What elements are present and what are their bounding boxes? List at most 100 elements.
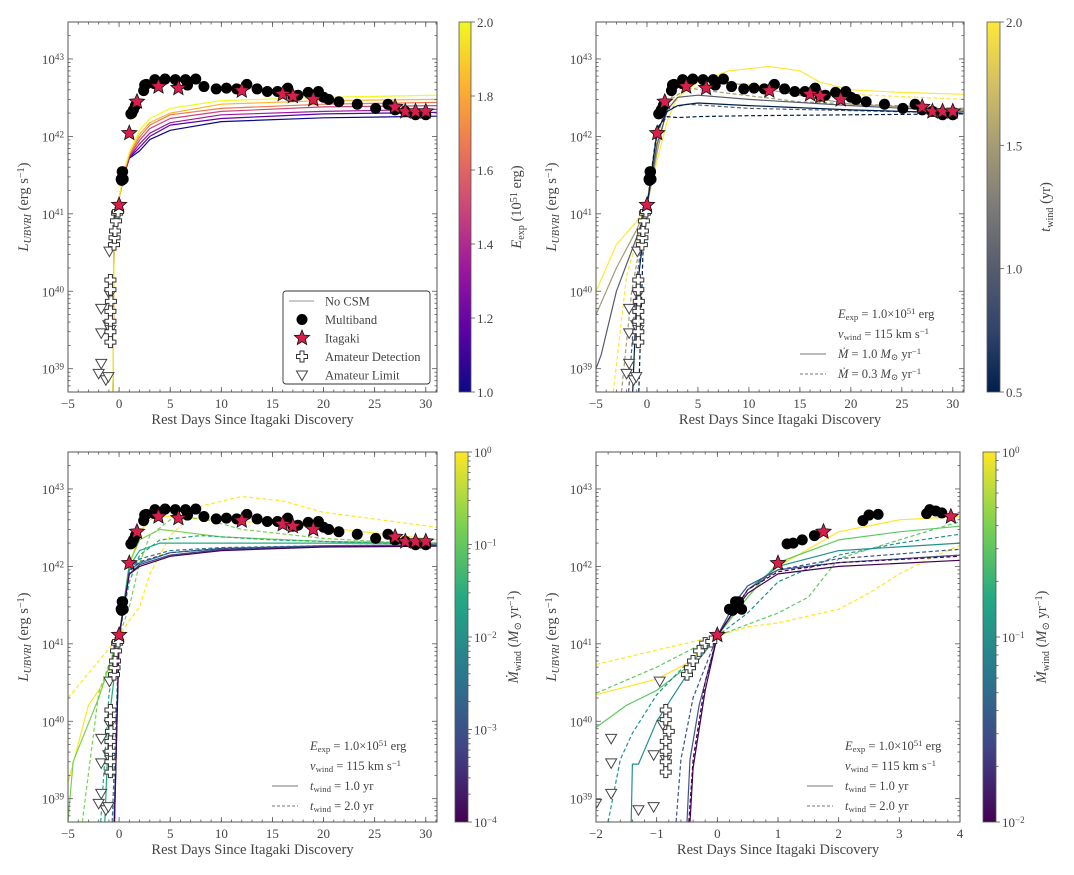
multiband-point (241, 78, 253, 90)
colorbar: 0.5 1.0 1.5 2.0 twind (yr) (986, 15, 1056, 400)
itagaki-point (801, 85, 819, 102)
multiband-point (261, 85, 273, 97)
multiband-point (727, 604, 738, 616)
annotation-label: twind = 1.0 yr (845, 779, 909, 794)
multiband-point (370, 102, 382, 114)
itagaki-point (169, 509, 187, 526)
model-curve-solid (113, 545, 437, 822)
annotation-label: Ṁ = 1.0 M⊙ yr−1 (837, 346, 921, 362)
amateur-limit-point (632, 805, 645, 817)
y-tick-label: 1042 (42, 559, 65, 574)
colorbar-tick-label: 1.5 (1006, 138, 1022, 153)
multiband-point (140, 78, 152, 90)
multiband-point (198, 81, 210, 93)
multiband-point (936, 507, 948, 519)
colorbar-tick-label: 10−1 (1002, 630, 1025, 645)
x-tick-label: 30 (946, 396, 959, 411)
colorbar-gradient (986, 21, 1001, 393)
amateur-detection-point (636, 224, 649, 237)
annotation-label: vwind = 115 km s−1 (310, 758, 401, 774)
ticks (595, 21, 964, 393)
multiband-point (830, 86, 842, 98)
legend-label: Itagaki (325, 332, 360, 346)
multiband-point (789, 85, 801, 97)
annotation-label: twind = 2.0 yr (845, 799, 909, 814)
annotation-label: Eexp = 1.0×1051 erg (309, 738, 407, 754)
multiband-point (241, 508, 253, 520)
itagaki-point (760, 81, 778, 98)
model-curve-solid (113, 544, 437, 822)
legend-label: Amateur Limit (325, 369, 400, 383)
itagaki-point (274, 85, 292, 102)
amateur-limit-point (94, 733, 108, 745)
annotation-label: twind = 1.0 yr (310, 779, 374, 794)
annotation-label: Eexp = 1.0×1051 erg (837, 306, 935, 322)
itagaki-point (769, 554, 787, 571)
model-curve-dashed (113, 544, 437, 822)
amateur-detection-point (662, 725, 675, 738)
y-axis-label: LUBVRI (erg s−1) (544, 592, 562, 682)
x-tick-label: −2 (589, 826, 603, 841)
multiband-point (220, 512, 232, 524)
legend-triangle-marker (295, 370, 309, 382)
itagaki-point (708, 625, 726, 643)
chart-panel-4: −2 −1 0 1 2 3 4 1039 1040 1041 1042 1043 Rest Days S… (544, 445, 1052, 858)
y-tick-label: 1043 (570, 52, 593, 67)
y-tick-label: 1043 (42, 52, 65, 67)
model-curves (596, 65, 964, 392)
model-curves (68, 495, 437, 822)
multiband-point (140, 508, 152, 520)
y-tick-label: 1039 (570, 362, 593, 377)
x-tick-label: −5 (61, 396, 75, 411)
x-axis-label: Rest Days Since Itagaki Discovery (679, 412, 882, 428)
multiband-point (210, 513, 222, 525)
colorbar-tick-label: 0.5 (1006, 385, 1022, 400)
multiband-point (726, 81, 738, 93)
axes-frame (67, 21, 438, 393)
x-tick-label: 5 (695, 396, 702, 411)
chart-panel-2: −5 0 5 10 15 20 25 30 1039 1040 1041 1042 1043 Rest D… (544, 15, 1056, 428)
multiband-point (370, 532, 382, 544)
y-tick-label: 1040 (570, 284, 593, 299)
multiband-point (261, 515, 273, 527)
multiband-point (768, 78, 780, 90)
amateur-detection-point (104, 305, 117, 318)
model-curve-solid (68, 528, 437, 822)
itagaki-point (944, 102, 962, 119)
colorbar-label: Ṁwind (M⊙ yr−1) (1034, 590, 1052, 684)
itagaki-point (638, 195, 656, 213)
model-curve-dashed (596, 520, 960, 694)
colorbar-tick-label: 10−2 (1002, 815, 1025, 830)
observations (92, 73, 435, 387)
amateur-limit-point (622, 358, 636, 370)
amateur-limit-point (94, 758, 108, 770)
itagaki-point (677, 77, 695, 94)
multiband-point (198, 511, 210, 523)
colorbar-gradient (458, 21, 472, 393)
x-tick-label: 10 (215, 826, 228, 841)
annotation-block: Eexp = 1.0×1051 erg vwind = 115 km s−1 twi… (807, 738, 942, 814)
itagaki-point (149, 77, 168, 94)
colorbar-tick-label: 100 (1002, 445, 1020, 460)
legend: No CSM Multiband Itagaki Amateur Detection A… (282, 290, 431, 385)
itagaki-point (417, 532, 435, 549)
colorbar-label: Ṁwind (M⊙ yr−1) (506, 590, 524, 684)
colorbar-tick-label: 1.6 (477, 163, 494, 178)
x-tick-label: 0 (116, 826, 123, 841)
amateur-limit-point (102, 802, 115, 814)
observations (596, 504, 960, 817)
multiband-point (117, 603, 129, 615)
x-axis-label: Rest Days Since Itagaki Discovery (151, 842, 354, 858)
y-tick-label: 1039 (42, 792, 65, 807)
x-tick-label: 25 (368, 826, 381, 841)
y-tick-label: 1041 (42, 207, 64, 222)
legend-box (282, 290, 431, 385)
amateur-detection-point (109, 224, 122, 237)
legend-plus-marker (296, 350, 308, 363)
itagaki-point (656, 92, 674, 110)
colorbar-tick-label: 2.0 (1006, 15, 1022, 30)
multiband-point (351, 98, 363, 110)
colorbar-tick-label: 1.0 (1006, 262, 1022, 277)
y-tick-label: 1039 (570, 792, 593, 807)
